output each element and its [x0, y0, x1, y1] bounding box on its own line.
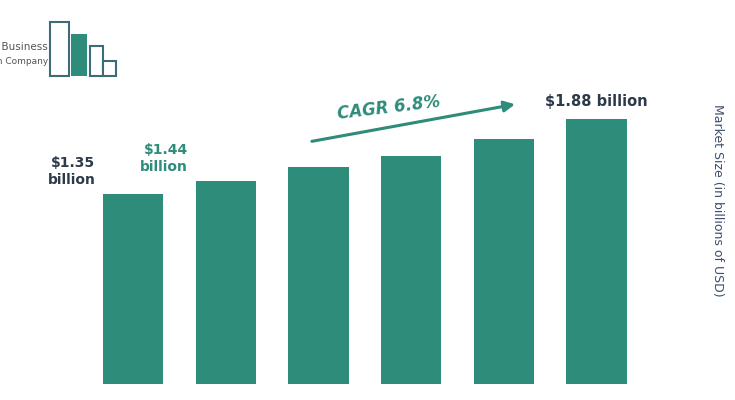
Bar	[474, 139, 534, 384]
Text: $1.35
billion: $1.35 billion	[48, 156, 96, 187]
Text: Research Company: Research Company	[0, 57, 48, 66]
Text: $1.44
billion: $1.44 billion	[140, 143, 188, 174]
Text: CAGR 6.8%: CAGR 6.8%	[337, 93, 442, 123]
Text: Market Size (in billions of USD): Market Size (in billions of USD)	[711, 104, 724, 296]
Bar	[103, 61, 116, 76]
Bar	[196, 181, 256, 384]
Text: The Business: The Business	[0, 42, 48, 52]
Bar	[51, 22, 69, 76]
Bar	[103, 194, 163, 384]
Text: $1.88 billion: $1.88 billion	[545, 94, 648, 110]
Bar	[90, 46, 103, 76]
Bar	[381, 156, 441, 384]
Bar	[288, 167, 348, 384]
Bar	[71, 34, 87, 76]
Bar	[567, 119, 627, 384]
